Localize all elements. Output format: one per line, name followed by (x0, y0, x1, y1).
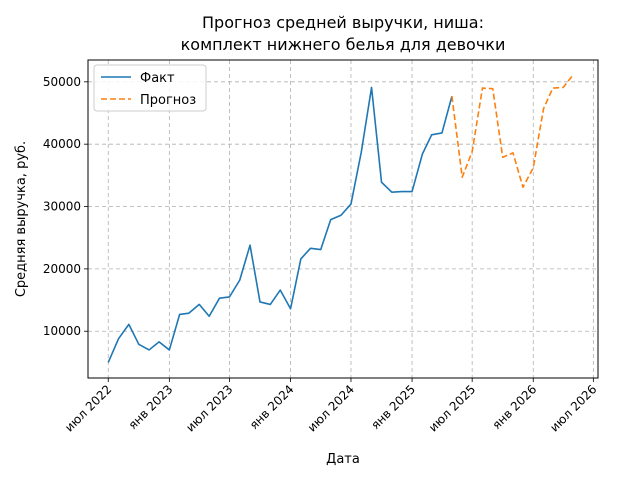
y-tick-label: 30000 (43, 200, 81, 214)
x-tick-label: июл 2025 (426, 382, 478, 434)
legend: Факт Прогноз (93, 64, 207, 112)
y-axis-label: Средняя выручка, руб. (14, 141, 29, 297)
legend-label-forecast: Прогноз (140, 93, 196, 108)
x-tick-label: июл 2022 (62, 382, 114, 434)
legend-label-fact: Факт (140, 71, 175, 86)
x-axis-label: Дата (326, 452, 360, 467)
y-tick-label: 50000 (43, 75, 81, 89)
plot-frame (87, 59, 599, 379)
series-lines (107, 74, 574, 363)
x-tick-label: июл 2024 (305, 382, 357, 434)
x-tick-label: янв 2024 (247, 382, 297, 432)
y-tick-label: 40000 (43, 137, 81, 151)
x-tick-label: июл 2026 (547, 382, 599, 434)
y-tick-label: 10000 (43, 324, 81, 338)
series-line-fact (107, 86, 453, 363)
chart-title-line-1: Прогноз средней выручки, ниша: (202, 13, 484, 32)
series-line-forecast (451, 74, 574, 188)
chart-title-line-2: комплект нижнего белья для девочки (181, 35, 506, 54)
grid (88, 60, 598, 378)
y-tick-label: 20000 (43, 262, 81, 276)
x-tick-label: янв 2023 (126, 382, 176, 432)
x-tick-label: июл 2023 (183, 382, 235, 434)
x-tick-label: янв 2026 (490, 382, 540, 432)
x-tick-label: янв 2025 (368, 382, 418, 432)
